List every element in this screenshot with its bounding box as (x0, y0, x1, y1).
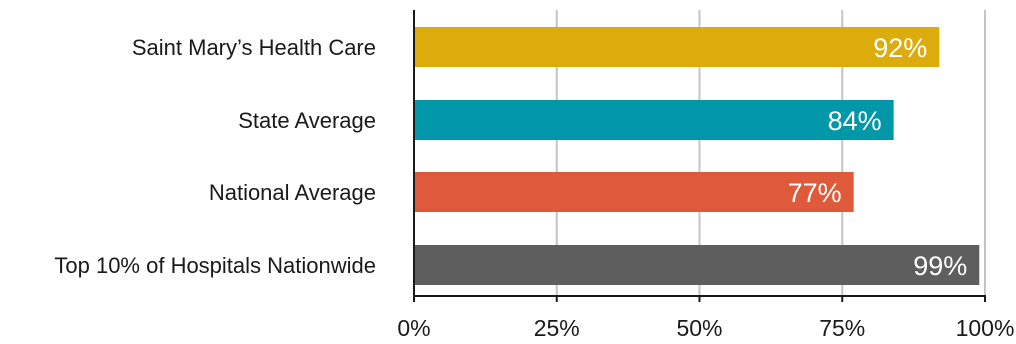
category-labels: Saint Mary’s Health Care State Average Nat… (54, 35, 376, 278)
bar (414, 100, 894, 140)
bar (414, 172, 854, 212)
bar-value-label: 99% (913, 251, 967, 281)
x-tick-label: 25% (534, 315, 580, 341)
bar-value-label: 77% (788, 178, 842, 208)
category-label: Top 10% of Hospitals Nationwide (54, 253, 376, 278)
bar (414, 27, 940, 67)
x-tick-label: 50% (676, 315, 722, 341)
category-label: Saint Mary’s Health Care (132, 35, 376, 60)
x-axis: 0% 25% 50% 75% 100% (397, 10, 1014, 341)
bar-value-label: 84% (828, 106, 882, 136)
bars: 92% 84% 77% 99% (414, 27, 980, 285)
x-tick-label: 75% (819, 315, 865, 341)
x-tick-label: 0% (397, 315, 430, 341)
category-label: State Average (238, 108, 376, 133)
bar (414, 245, 980, 285)
x-tick-label: 100% (956, 315, 1015, 341)
category-label: National Average (209, 180, 376, 205)
bar-value-label: 92% (873, 33, 927, 63)
